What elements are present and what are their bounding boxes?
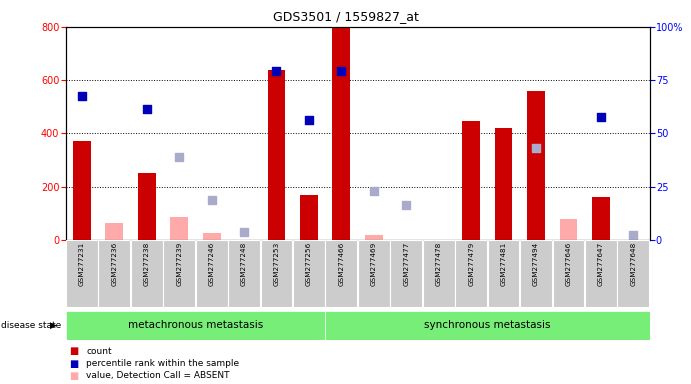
Text: GSM277481: GSM277481: [500, 242, 507, 286]
Text: GSM277469: GSM277469: [371, 242, 377, 286]
Bar: [66, 240, 97, 307]
Point: [336, 68, 347, 74]
Bar: [261, 240, 292, 307]
Bar: [358, 240, 390, 307]
Bar: [66, 311, 325, 340]
Point: [368, 188, 379, 194]
Point: [238, 229, 249, 235]
Point: [76, 93, 87, 99]
Text: ■: ■: [69, 359, 78, 369]
Bar: [202, 233, 220, 240]
Bar: [527, 91, 545, 240]
Bar: [455, 240, 487, 307]
Bar: [462, 121, 480, 240]
Text: GSM277478: GSM277478: [436, 242, 442, 286]
Bar: [300, 195, 318, 240]
Text: GSM277236: GSM277236: [111, 242, 117, 286]
Text: GSM277479: GSM277479: [468, 242, 474, 286]
Text: GSM277256: GSM277256: [306, 242, 312, 286]
Bar: [332, 27, 350, 240]
Text: GSM277494: GSM277494: [533, 242, 539, 286]
Text: ■: ■: [69, 383, 78, 384]
Text: count: count: [86, 347, 112, 356]
Bar: [131, 240, 162, 307]
Point: [141, 106, 152, 113]
Text: GSM277466: GSM277466: [339, 242, 344, 286]
Bar: [618, 240, 650, 307]
Bar: [520, 240, 552, 307]
Text: GSM277253: GSM277253: [274, 242, 279, 286]
Bar: [267, 70, 285, 240]
Text: GSM277246: GSM277246: [209, 242, 215, 286]
Point: [531, 145, 542, 151]
Bar: [138, 174, 155, 240]
Bar: [196, 240, 227, 307]
Text: GSM277647: GSM277647: [598, 242, 604, 286]
Text: ■: ■: [69, 371, 78, 381]
Point: [596, 114, 607, 121]
Text: GDS3501 / 1559827_at: GDS3501 / 1559827_at: [272, 10, 419, 23]
Text: GSM277477: GSM277477: [404, 242, 409, 286]
Bar: [98, 240, 130, 307]
Point: [303, 117, 314, 123]
Text: metachronous metastasis: metachronous metastasis: [128, 320, 263, 331]
Point: [206, 197, 217, 203]
Bar: [163, 240, 195, 307]
Bar: [325, 240, 357, 307]
Text: GSM277239: GSM277239: [176, 242, 182, 286]
Point: [401, 202, 412, 209]
Point: [271, 68, 282, 74]
Bar: [325, 311, 650, 340]
Point: [628, 232, 639, 238]
Bar: [73, 141, 91, 240]
Bar: [365, 235, 383, 240]
Bar: [390, 240, 422, 307]
Bar: [560, 219, 578, 240]
Bar: [488, 240, 520, 307]
Bar: [423, 240, 455, 307]
Point: [173, 154, 184, 161]
Text: GSM277231: GSM277231: [79, 242, 85, 286]
Bar: [106, 223, 123, 240]
Text: percentile rank within the sample: percentile rank within the sample: [86, 359, 240, 368]
Text: ▶: ▶: [50, 321, 57, 330]
Text: GSM277646: GSM277646: [565, 242, 571, 286]
Bar: [495, 128, 513, 240]
Bar: [228, 240, 260, 307]
Bar: [592, 197, 609, 240]
Text: GSM277238: GSM277238: [144, 242, 150, 286]
Text: synchronous metastasis: synchronous metastasis: [424, 320, 551, 331]
Text: GSM277648: GSM277648: [630, 242, 636, 286]
Text: ■: ■: [69, 346, 78, 356]
Bar: [170, 217, 188, 240]
Bar: [553, 240, 585, 307]
Bar: [585, 240, 617, 307]
Text: disease state: disease state: [1, 321, 61, 330]
Text: value, Detection Call = ABSENT: value, Detection Call = ABSENT: [86, 371, 230, 381]
Text: GSM277248: GSM277248: [241, 242, 247, 286]
Bar: [293, 240, 325, 307]
